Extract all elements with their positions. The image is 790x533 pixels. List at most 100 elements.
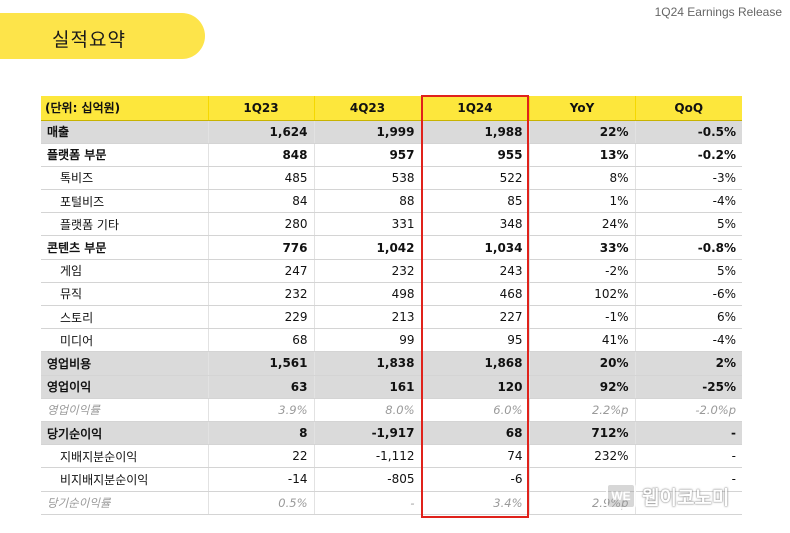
cell-qoq: -6% xyxy=(635,282,742,307)
cell-1q23: -14 xyxy=(208,467,315,492)
cell-4q23: 1,838 xyxy=(314,351,422,376)
row-label: 게임 xyxy=(41,259,209,283)
table-row: 당기순이익 8 -1,917 68 712% - xyxy=(41,421,742,446)
table-row: 당기순이익률 0.5% - 3.4% 2.9%p xyxy=(41,491,742,515)
table-row: 플랫폼 부문 848 957 955 13% -0.2% xyxy=(41,143,742,167)
table-row: 스토리 229 213 227 -1% 6% xyxy=(41,305,742,330)
cell-qoq: 5% xyxy=(635,212,742,237)
row-label: 비지배지분순이익 xyxy=(41,467,209,492)
cell-4q23: 161 xyxy=(314,375,422,399)
cell-1q23: 280 xyxy=(208,212,315,237)
cell-qoq: - xyxy=(635,421,742,446)
cell-1q24: -6 xyxy=(421,467,530,492)
cell-yoy: 24% xyxy=(529,212,636,237)
cell-1q24: 468 xyxy=(421,282,530,307)
cell-qoq: -4% xyxy=(635,189,742,214)
cell-yoy: 13% xyxy=(529,143,636,167)
cell-qoq xyxy=(635,491,742,515)
cell-yoy: 1% xyxy=(529,189,636,214)
cell-qoq: -0.5% xyxy=(635,120,742,144)
cell-1q23: 485 xyxy=(208,166,315,191)
cell-1q24: 1,868 xyxy=(421,351,530,376)
cell-1q24: 74 xyxy=(421,444,530,469)
cell-1q23: 84 xyxy=(208,189,315,214)
cell-1q24: 348 xyxy=(421,212,530,237)
cell-1q24: 243 xyxy=(421,259,530,283)
row-label: 뮤직 xyxy=(41,282,209,307)
cell-1q23: 232 xyxy=(208,282,315,307)
row-label: 영업이익 xyxy=(41,375,209,399)
row-label: 포털비즈 xyxy=(41,189,209,214)
cell-yoy: 22% xyxy=(529,120,636,144)
header-1q23: 1Q23 xyxy=(208,96,315,121)
row-label: 플랫폼 기타 xyxy=(41,212,209,237)
cell-1q24: 227 xyxy=(421,305,530,330)
cell-4q23: 8.0% xyxy=(314,398,422,422)
cell-qoq: -4% xyxy=(635,328,742,353)
table-row: 비지배지분순이익 -14 -805 -6 - xyxy=(41,467,742,492)
cell-qoq: - xyxy=(635,444,742,469)
cell-qoq: 5% xyxy=(635,259,742,283)
cell-4q23: 88 xyxy=(314,189,422,214)
row-label: 당기순이익 xyxy=(41,421,209,446)
cell-yoy: 102% xyxy=(529,282,636,307)
cell-1q23: 63 xyxy=(208,375,315,399)
cell-4q23: -1,917 xyxy=(314,421,422,446)
row-label: 미디어 xyxy=(41,328,209,353)
cell-1q24: 522 xyxy=(421,166,530,191)
cell-qoq: -3% xyxy=(635,166,742,191)
cell-1q24: 1,988 xyxy=(421,120,530,144)
row-label: 톡비즈 xyxy=(41,166,209,191)
cell-qoq: -25% xyxy=(635,375,742,399)
cell-4q23: -805 xyxy=(314,467,422,492)
title-banner xyxy=(0,13,205,59)
table-row: 콘텐츠 부문 776 1,042 1,034 33% -0.8% xyxy=(41,235,742,260)
cell-1q23: 0.5% xyxy=(208,491,315,515)
earnings-summary-table: (단위: 십억원) 1Q23 4Q23 1Q24 YoY QoQ 매출 1,62… xyxy=(41,96,742,515)
cell-4q23: 331 xyxy=(314,212,422,237)
table-row: 지배지분순이익 22 -1,112 74 232% - xyxy=(41,444,742,469)
table-row: 톡비즈 485 538 522 8% -3% xyxy=(41,166,742,191)
cell-1q23: 848 xyxy=(208,143,315,167)
table-header-row: (단위: 십억원) 1Q23 4Q23 1Q24 YoY QoQ xyxy=(41,96,742,121)
cell-1q24: 6.0% xyxy=(421,398,530,422)
cell-4q23: 1,042 xyxy=(314,235,422,260)
cell-4q23: 538 xyxy=(314,166,422,191)
cell-1q24: 1,034 xyxy=(421,235,530,260)
header-qoq: QoQ xyxy=(635,96,742,121)
header-yoy: YoY xyxy=(529,96,636,121)
table-row: 영업비용 1,561 1,838 1,868 20% 2% xyxy=(41,351,742,376)
header-unit: (단위: 십억원) xyxy=(41,96,209,121)
cell-1q23: 1,561 xyxy=(208,351,315,376)
cell-4q23: - xyxy=(314,491,422,515)
cell-4q23: 1,999 xyxy=(314,120,422,144)
page-title: 실적요약 xyxy=(52,29,126,51)
cell-1q23: 8 xyxy=(208,421,315,446)
cell-qoq: -0.8% xyxy=(635,235,742,260)
row-label: 당기순이익률 xyxy=(41,491,209,515)
cell-4q23: 232 xyxy=(314,259,422,283)
cell-4q23: 213 xyxy=(314,305,422,330)
cell-yoy: 232% xyxy=(529,444,636,469)
cell-1q24: 120 xyxy=(421,375,530,399)
table-row: 포털비즈 84 88 85 1% -4% xyxy=(41,189,742,214)
cell-yoy: 33% xyxy=(529,235,636,260)
cell-yoy: -1% xyxy=(529,305,636,330)
table-row: 플랫폼 기타 280 331 348 24% 5% xyxy=(41,212,742,237)
cell-1q24: 95 xyxy=(421,328,530,353)
cell-1q23: 1,624 xyxy=(208,120,315,144)
row-label: 스토리 xyxy=(41,305,209,330)
cell-yoy: -2% xyxy=(529,259,636,283)
table-row: 영업이익 63 161 120 92% -25% xyxy=(41,375,742,399)
cell-qoq: 6% xyxy=(635,305,742,330)
cell-yoy: 92% xyxy=(529,375,636,399)
table-row: 매출 1,624 1,999 1,988 22% -0.5% xyxy=(41,120,742,144)
cell-yoy: 712% xyxy=(529,421,636,446)
cell-1q23: 229 xyxy=(208,305,315,330)
release-label: 1Q24 Earnings Release xyxy=(654,5,782,19)
cell-qoq: -0.2% xyxy=(635,143,742,167)
cell-4q23: 99 xyxy=(314,328,422,353)
cell-yoy: 2.2%p xyxy=(529,398,636,422)
cell-yoy: 41% xyxy=(529,328,636,353)
cell-1q23: 776 xyxy=(208,235,315,260)
